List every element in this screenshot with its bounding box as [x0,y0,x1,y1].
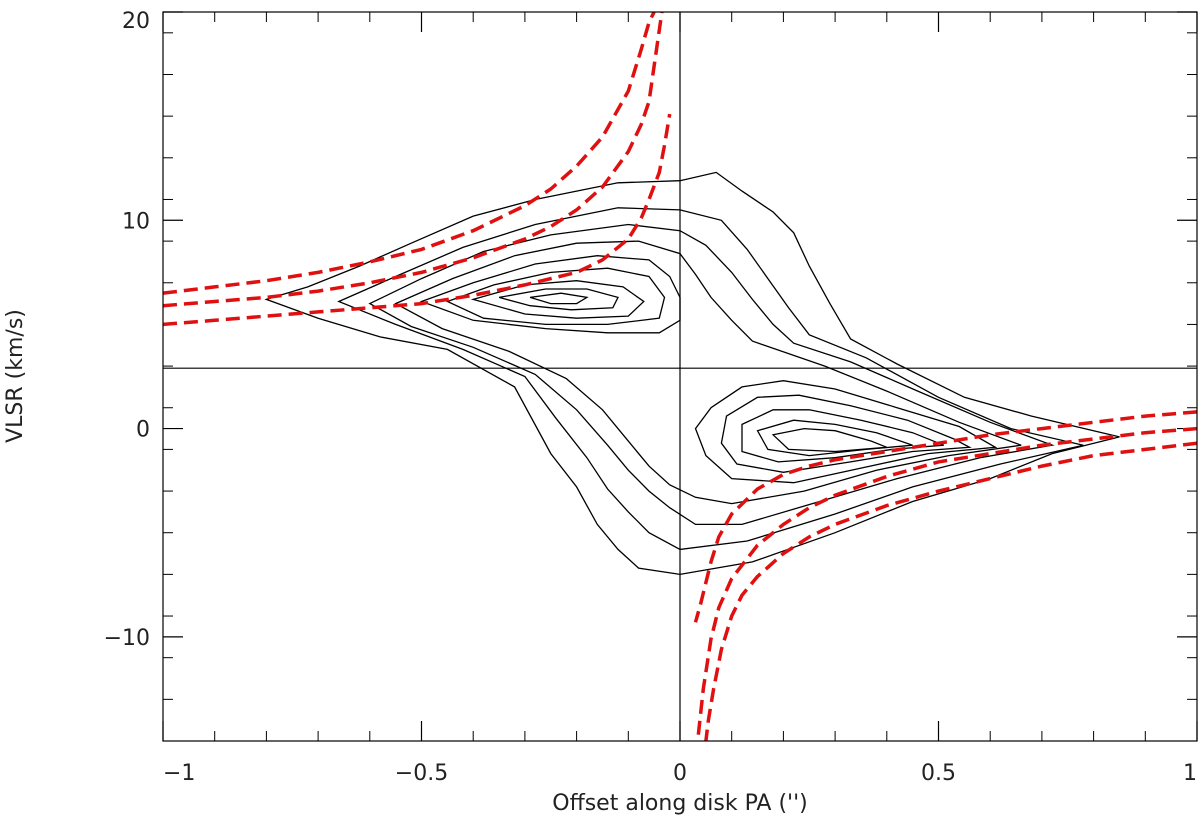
y-tick-label: 20 [122,9,150,34]
keplerian-curve-right [693,410,1197,623]
x-tick-label: 1 [1183,761,1197,786]
reference-lines [163,12,1197,741]
keplerian-curve-left [163,113,672,327]
contour-level-2 [337,207,1084,551]
y-axis-title: VLSR (km/s) [3,309,28,443]
keplerian-curves-layer [163,12,1197,741]
contour-level-8 [756,419,913,457]
keplerian-curve-right [704,441,1197,741]
plot-frame [162,11,1198,742]
x-tick-label: 0 [673,761,687,786]
contour-level-8 [498,288,619,311]
plot-area [163,12,1197,741]
x-tick-label: −1 [163,761,195,786]
x-axis-title: Offset along disk PA ('') [552,791,807,816]
keplerian-curve-right [696,426,1197,737]
x-tick-label: 0.5 [921,761,956,786]
contour-level-3 [368,223,1055,526]
y-tick-label: −10 [104,626,150,651]
y-tick-label: 10 [122,209,150,234]
contour-level-6 [720,394,972,473]
contour-level-9 [771,427,888,453]
contour-level-1 [264,171,1120,576]
contour-level-4 [394,240,1022,505]
contour-level-9 [529,292,589,305]
contour-level-6 [445,267,666,326]
y-tick-label: 0 [136,418,150,443]
contour-layer [264,171,1120,576]
tick-labels: −1 −0.5 0 0.5 1 −10 0 10 20 [104,9,1197,786]
contour-level-5 [419,255,681,334]
x-tick-label: −0.5 [395,761,448,786]
keplerian-curve-left [163,12,656,295]
contour-level-5 [694,380,998,484]
keplerian-curve-left [163,12,664,308]
contour-level-7 [470,280,645,319]
contour-level-7 [741,409,944,463]
